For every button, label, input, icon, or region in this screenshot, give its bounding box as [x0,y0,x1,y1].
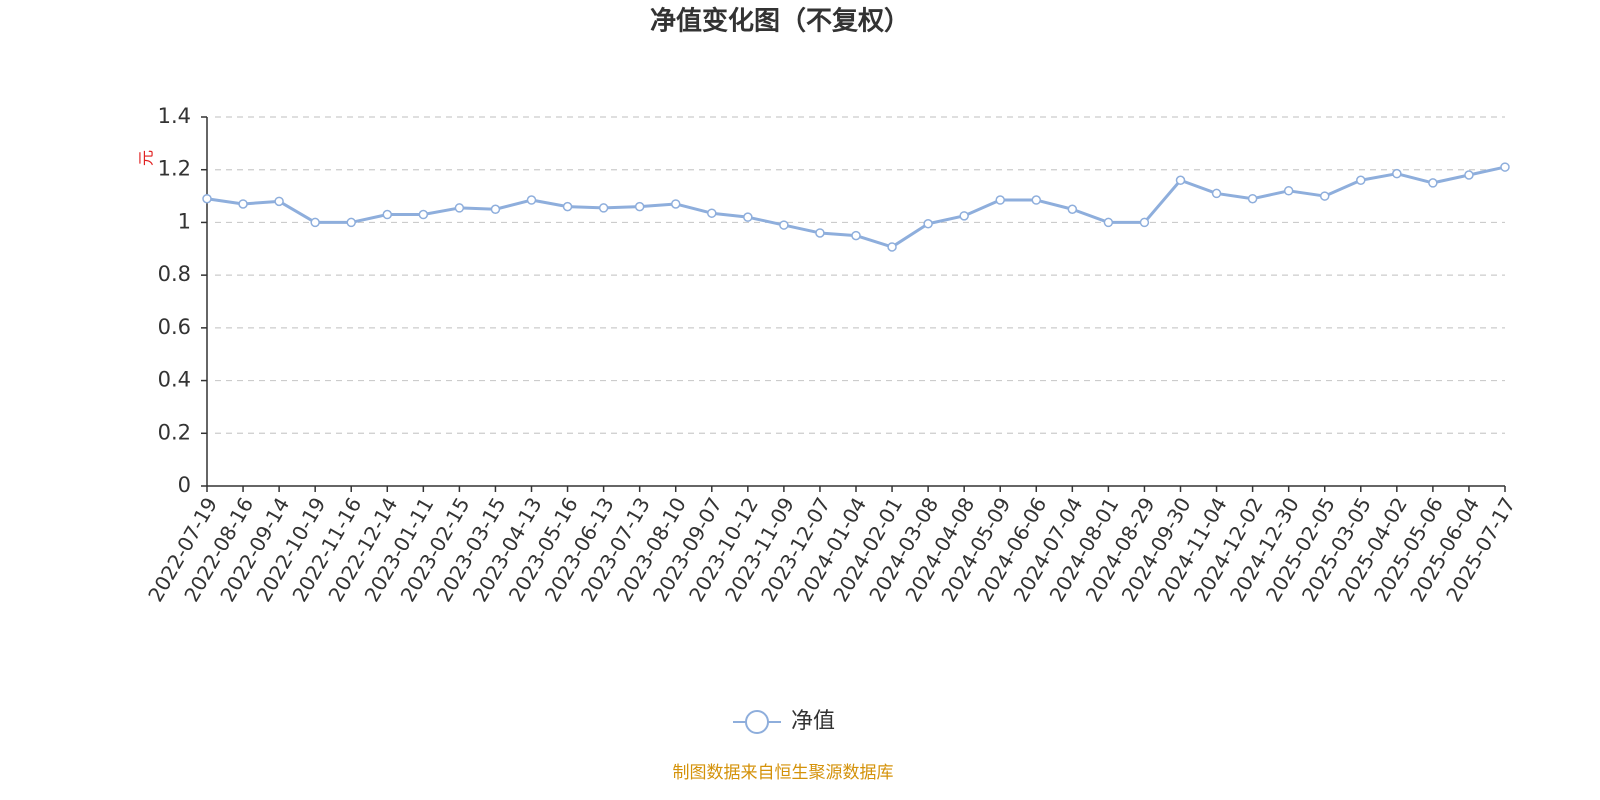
data-point [1247,193,1258,204]
y-tick-label: 0.6 [158,315,191,339]
data-point [1211,188,1222,199]
data-point [1283,186,1294,196]
data-point [1103,217,1114,228]
data-point [310,217,320,228]
data-point [670,199,681,209]
data-point [1356,175,1366,186]
data-point [1067,204,1078,214]
data-point [526,195,537,205]
data-point [202,193,212,204]
y-tick-label: 0.2 [158,420,191,444]
data-point [598,203,609,213]
y-tick-label: 0 [178,473,191,497]
data-point [490,204,501,214]
data-point [562,201,573,212]
data-point [851,230,861,241]
data-point [454,203,465,213]
y-tick-label: 1.2 [158,157,191,181]
data-point [815,228,825,238]
y-axis-label: 元 [137,150,156,166]
data-point [1319,191,1330,201]
data-point [995,195,1005,205]
data-point [707,208,717,218]
data-point [1031,195,1042,205]
y-tick-label: 1 [178,209,191,233]
data-point [418,209,429,220]
data-point [1428,178,1438,188]
data-point [238,199,248,209]
data-point [1392,168,1402,179]
data-point [1464,170,1474,180]
data-point [382,209,393,220]
data-point [959,211,969,221]
y-tick-label: 1.4 [158,104,191,128]
data-point [743,212,753,222]
legend-marker [745,710,769,734]
data-point [1139,217,1150,228]
data-point [887,242,897,252]
data-point [634,201,645,212]
data-point [1175,175,1186,186]
y-tick-label: 0.8 [158,262,191,286]
data-point [346,217,356,228]
data-point [1500,162,1510,172]
data-point [923,218,933,229]
source-note: 制图数据来自恒生聚源数据库 [673,763,894,783]
chart-title: 净值变化图（不复权） [650,6,910,37]
data-point [274,196,284,207]
legend-label: 净值 [791,709,835,734]
data-point [779,220,789,230]
y-tick-label: 0.4 [158,368,191,392]
